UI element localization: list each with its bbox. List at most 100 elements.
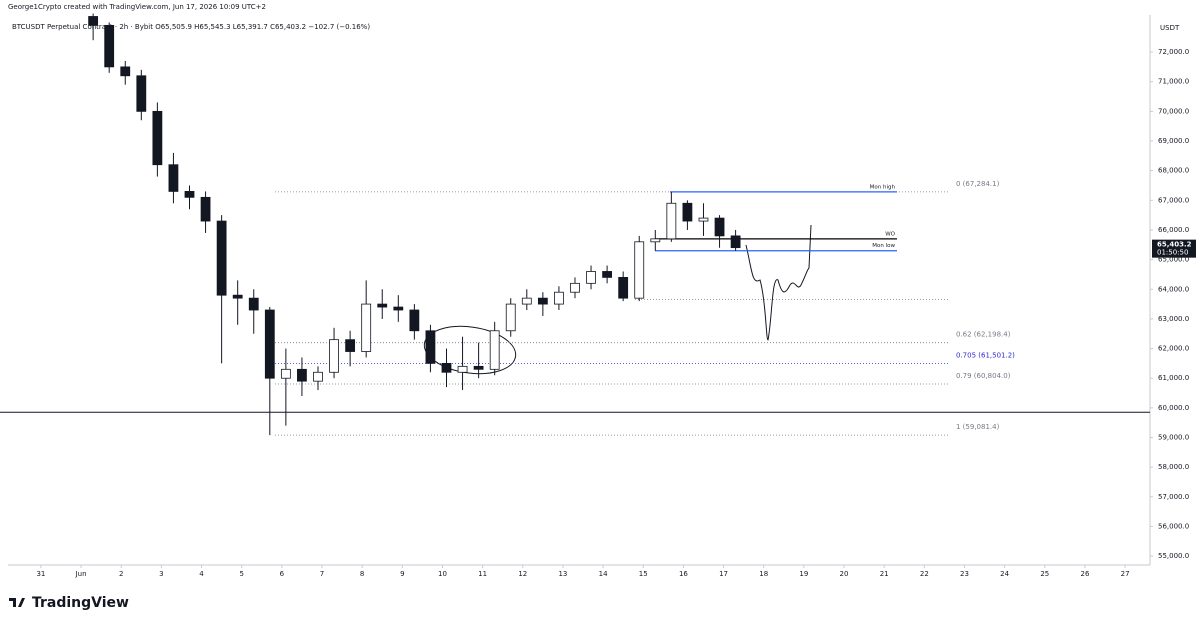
candle-body (537, 297, 548, 305)
candle-body (473, 365, 484, 370)
candle-body (264, 309, 275, 379)
x-tick-label: 2 (119, 570, 123, 578)
candle-body (650, 238, 661, 243)
y-tick-label: 58,000.0 (1158, 463, 1189, 471)
y-tick-label: 71,000.0 (1158, 78, 1189, 86)
candle-body (586, 271, 596, 284)
x-tick-label: 18 (759, 570, 768, 578)
candle-body (168, 164, 179, 192)
x-tick-label: 7 (320, 570, 324, 578)
countdown: 01:50:50 (1157, 249, 1188, 257)
y-tick-label: 55,000.0 (1158, 552, 1189, 560)
candle-body (152, 110, 163, 166)
fib-label: 1 (59,081.4) (956, 423, 1000, 431)
candle-body (489, 330, 500, 370)
x-tick-label: Jun (75, 570, 87, 578)
candle-body (104, 24, 115, 68)
x-tick-label: 20 (840, 570, 849, 578)
candle-body (441, 362, 452, 373)
y-tick-label: 72,000.0 (1158, 48, 1189, 56)
key-level-label: Mon high (870, 184, 896, 190)
y-tick-label: 60,000.0 (1158, 404, 1189, 412)
candle-body (345, 339, 356, 352)
x-tick-label: 23 (960, 570, 969, 578)
candle-body (377, 303, 388, 308)
y-tick-label: 62,000.0 (1158, 345, 1189, 353)
candle-body (425, 330, 436, 364)
x-tick-label: 25 (1040, 570, 1049, 578)
candle-body (200, 196, 211, 222)
y-tick-label: 59,000.0 (1158, 434, 1189, 442)
y-tick-label: 67,000.0 (1158, 196, 1189, 204)
x-tick-label: 19 (799, 570, 808, 578)
y-tick-label: 64,000.0 (1158, 285, 1189, 293)
candle-body (602, 271, 613, 278)
x-tick-label: 13 (558, 570, 567, 578)
fib-label: 0.79 (60,804.0) (956, 372, 1011, 380)
x-tick-label: 22 (920, 570, 929, 578)
price-unit: USDT (1160, 24, 1180, 32)
x-tick-label: 27 (1121, 570, 1130, 578)
fib-label: 0.62 (62,198.4) (956, 331, 1011, 339)
symbol-info: BTCUSDT Perpetual Contract · 2h · Bybit … (12, 23, 370, 31)
fib-label: 0.705 (61,501.2) (956, 351, 1015, 359)
candle-body (393, 306, 404, 311)
x-tick-label: 31 (36, 570, 45, 578)
y-tick-label: 63,000.0 (1158, 315, 1189, 323)
candle-body (280, 368, 291, 379)
y-tick-label: 61,000.0 (1158, 374, 1189, 382)
x-tick-label: 26 (1080, 570, 1089, 578)
candle-body (618, 276, 629, 299)
candle-body (505, 303, 516, 332)
y-tick-label: 69,000.0 (1158, 137, 1189, 145)
x-tick-label: 5 (239, 570, 243, 578)
candle-body (682, 202, 693, 222)
x-tick-label: 21 (880, 570, 889, 578)
candle-body (136, 75, 147, 112)
candle-body (714, 217, 725, 237)
y-tick-label: 65,000.0 (1158, 256, 1189, 264)
last-price-box (1152, 239, 1196, 258)
y-tick-label: 66,000.0 (1158, 226, 1189, 234)
candle-body (120, 66, 131, 77)
candle-body (216, 220, 227, 296)
projection-path (745, 224, 812, 341)
x-tick-label: 16 (679, 570, 688, 578)
candle-body (698, 217, 709, 222)
fib-label: 0 (67,284.1) (956, 180, 1000, 188)
candle-body (329, 339, 339, 373)
candle-body (184, 191, 195, 198)
logo-text: TradingView (32, 595, 129, 611)
candle-body (361, 303, 372, 352)
key-level-label: WO (885, 231, 895, 237)
candle-body (521, 297, 532, 305)
candle-body (457, 365, 468, 373)
candle-body (634, 241, 645, 299)
x-tick-label: 24 (1000, 570, 1009, 578)
candle-body (554, 291, 564, 305)
candle-body (248, 297, 259, 311)
x-tick-label: 6 (280, 570, 285, 578)
x-tick-label: 15 (639, 570, 648, 578)
candle-body (666, 202, 677, 240)
candle-body (88, 16, 99, 26)
attribution: George1Crypto created with TradingView.c… (8, 3, 266, 11)
key-level-label: Mon low (872, 243, 895, 249)
candle-body (297, 368, 307, 382)
x-tick-label: 4 (199, 570, 204, 578)
y-tick-label: 56,000.0 (1158, 522, 1189, 530)
x-tick-label: 12 (518, 570, 527, 578)
x-tick-label: 9 (400, 570, 404, 578)
y-tick-label: 57,000.0 (1158, 493, 1189, 501)
y-tick-label: 68,000.0 (1158, 167, 1189, 175)
x-tick-label: 17 (719, 570, 728, 578)
x-tick-label: 14 (599, 570, 608, 578)
x-tick-label: 8 (360, 570, 364, 578)
candle-body (409, 309, 420, 332)
candle-body (313, 371, 323, 382)
logo: TradingView (9, 595, 129, 611)
x-tick-label: 10 (438, 570, 447, 578)
